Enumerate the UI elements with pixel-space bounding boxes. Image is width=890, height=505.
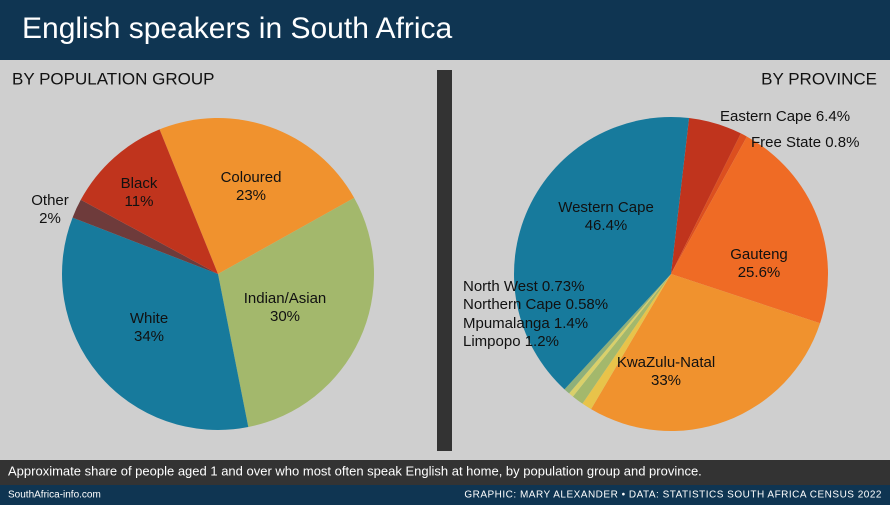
pie-slice	[72, 199, 218, 274]
category-label: Black	[121, 175, 158, 192]
slice-label: Other 2%	[31, 192, 69, 227]
pie-slice	[80, 129, 218, 274]
slice-label: Black 11%	[121, 175, 158, 210]
header	[0, 0, 890, 60]
category-label: Mpumalanga	[463, 315, 550, 332]
value-label: 1.2%	[525, 333, 559, 350]
pie-slice	[671, 136, 828, 324]
slice-label: Coloured 23%	[221, 169, 282, 204]
slice-label: Mpumalanga 1.4%	[463, 315, 588, 332]
value-label: 1.4%	[554, 315, 588, 332]
source-right: GRAPHIC: MARY ALEXANDER • DATA: STATISTI…	[464, 490, 882, 501]
pie-slice	[591, 274, 821, 431]
divider	[437, 70, 452, 451]
category-label: Limpopo	[463, 333, 521, 350]
value-label: 34%	[134, 328, 164, 345]
value-label: 6.4%	[816, 108, 850, 125]
source-left: SouthAfrica-info.com	[8, 490, 101, 501]
value-label: 33%	[651, 372, 681, 389]
slice-label: Indian/Asian 30%	[244, 290, 327, 325]
slice-label: North West 0.73%	[463, 278, 584, 295]
footer	[0, 485, 890, 505]
value-label: 30%	[270, 308, 300, 325]
slice-label: Limpopo 1.2%	[463, 333, 559, 350]
pie-slice	[564, 274, 671, 394]
pie-slice	[569, 274, 671, 397]
category-label: North West	[463, 278, 539, 295]
value-label: 0.8%	[825, 134, 859, 151]
pie-slice	[218, 197, 375, 428]
slice-label: Western Cape 46.4%	[558, 199, 654, 234]
value-label: 0.58%	[566, 296, 609, 313]
value-label: 2%	[39, 210, 61, 227]
value-label: 25.6%	[738, 264, 781, 281]
slice-label: Free State 0.8%	[751, 134, 859, 151]
pie-slice	[572, 274, 671, 404]
pie-slice	[159, 117, 355, 274]
pie-slice	[582, 274, 671, 410]
slice-label: Gauteng 25.6%	[730, 246, 788, 281]
value-label: 11%	[125, 193, 154, 210]
pie-slice	[671, 133, 747, 274]
category-label: Other	[31, 192, 69, 209]
pies: Coloured 23%Indian/Asian 30%White 34%Other 2…	[31, 108, 859, 431]
slice-label: White 34%	[130, 310, 168, 345]
chart-title: BY POPULATION GROUP	[12, 69, 214, 88]
chart-title: BY PROVINCE	[761, 69, 877, 88]
category-label: Coloured	[221, 169, 282, 186]
category-label: Indian/Asian	[244, 290, 327, 307]
category-label: White	[130, 310, 168, 327]
caption: Approximate share of people aged 1 and o…	[8, 463, 702, 478]
value-label: 23%	[236, 187, 266, 204]
category-label: Gauteng	[730, 246, 788, 263]
pie-slice	[61, 217, 249, 430]
title: English speakers in South Africa	[22, 12, 453, 45]
category-label: Northern Cape	[463, 296, 561, 313]
value-label: 0.73%	[542, 278, 585, 295]
value-label: 46.4%	[585, 217, 628, 234]
category-label: Western Cape	[558, 199, 654, 216]
category-label: KwaZulu-Natal	[617, 354, 715, 371]
category-label: Free State	[751, 134, 821, 151]
slice-label: Northern Cape 0.58%	[463, 296, 608, 313]
pie-slice	[514, 117, 690, 390]
category-label: Eastern Cape	[720, 108, 812, 125]
slice-label: KwaZulu-Natal 33%	[617, 354, 715, 389]
pie-slice	[671, 118, 741, 275]
caption-bar	[0, 460, 890, 485]
slice-label: Eastern Cape 6.4%	[720, 108, 850, 125]
